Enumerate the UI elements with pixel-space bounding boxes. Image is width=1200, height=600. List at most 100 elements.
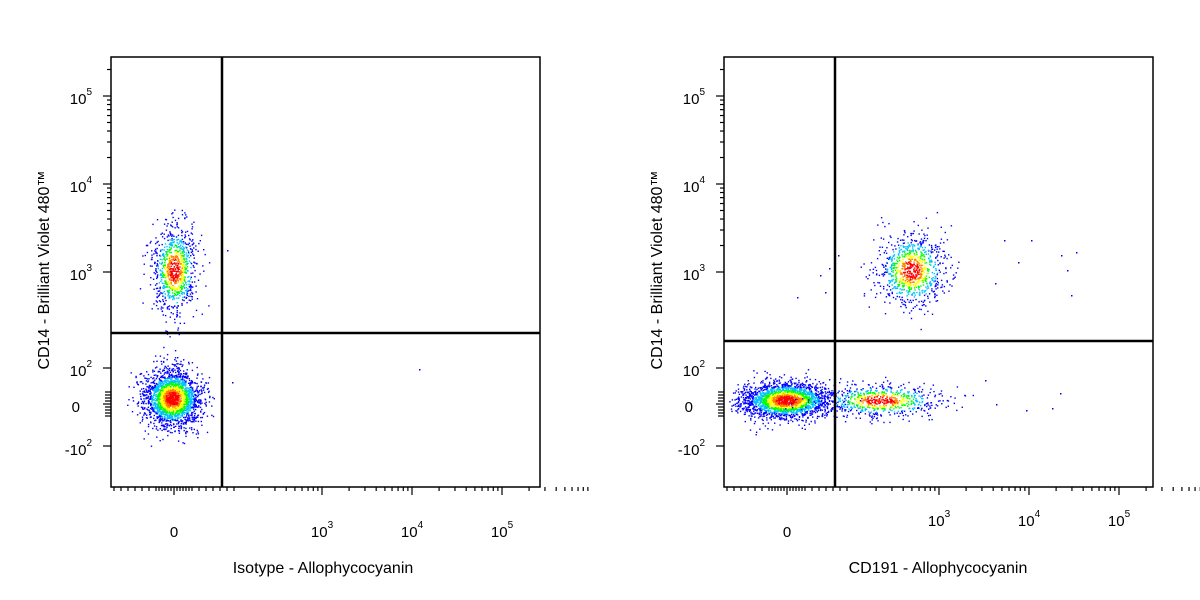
event-dot xyxy=(168,402,170,405)
event-dot xyxy=(209,395,211,398)
event-dot xyxy=(748,402,750,404)
event-dot xyxy=(179,312,181,314)
event-dot xyxy=(168,386,170,388)
event-dot xyxy=(954,276,956,278)
event-dot xyxy=(925,280,927,283)
event-dot xyxy=(175,287,177,290)
event-dot xyxy=(818,415,820,418)
event-dot xyxy=(765,377,768,380)
event-dot xyxy=(893,264,895,266)
event-dot xyxy=(901,261,904,263)
event-dot xyxy=(836,416,838,418)
event-dot xyxy=(893,263,896,265)
event-dot xyxy=(176,276,178,279)
event-dot xyxy=(922,267,925,269)
event-dot xyxy=(183,382,185,384)
event-dot xyxy=(174,415,177,418)
event-dot xyxy=(157,260,159,262)
event-dot xyxy=(847,410,850,413)
event-dot xyxy=(158,378,160,380)
event-dot xyxy=(794,393,796,395)
event-dot xyxy=(167,384,170,386)
event-dot xyxy=(167,380,169,382)
event-dot xyxy=(163,398,166,401)
event-dot xyxy=(907,261,910,264)
event-dot xyxy=(899,249,901,251)
event-dot xyxy=(149,397,152,400)
event-dot xyxy=(153,414,155,417)
event-dot xyxy=(184,416,186,419)
event-dot xyxy=(177,267,180,270)
event-dot xyxy=(187,270,189,272)
event-dot xyxy=(149,284,152,286)
event-dot xyxy=(184,271,186,274)
event-dot xyxy=(904,232,906,234)
event-dot xyxy=(184,388,186,390)
event-dot xyxy=(161,279,163,281)
event-dot xyxy=(154,394,156,397)
event-dot xyxy=(911,264,913,266)
event-dot xyxy=(804,403,806,405)
event-dot xyxy=(173,270,175,272)
event-dot xyxy=(184,242,186,244)
event-dot xyxy=(146,408,148,410)
event-dot xyxy=(180,281,182,284)
event-dot xyxy=(185,264,187,266)
event-dot xyxy=(918,286,920,288)
event-dot xyxy=(167,272,169,274)
event-dot xyxy=(906,276,908,278)
event-dot xyxy=(755,434,757,436)
event-dot xyxy=(156,400,158,402)
event-dot xyxy=(168,380,170,383)
event-dot xyxy=(928,244,931,246)
event-dot xyxy=(178,409,180,412)
event-dot xyxy=(163,382,165,385)
event-dot xyxy=(173,426,175,428)
event-dot xyxy=(186,398,188,400)
event-dot xyxy=(180,383,183,385)
event-dot xyxy=(181,412,183,414)
event-dot xyxy=(909,281,911,283)
event-dot xyxy=(939,242,942,244)
event-dot xyxy=(174,227,176,229)
event-dot xyxy=(144,254,146,257)
event-dot xyxy=(165,321,167,323)
event-dot xyxy=(929,281,931,283)
event-dot xyxy=(184,217,186,219)
event-dot xyxy=(162,391,164,393)
event-dot xyxy=(891,292,893,295)
event-dot xyxy=(895,278,898,280)
event-dot xyxy=(931,313,934,315)
event-dot xyxy=(159,416,162,418)
right-plot: 0 103 104 105 105 104 103 102 0 -102 CD1… xyxy=(649,56,1200,577)
event-dot xyxy=(170,280,172,282)
left-plot: 0 103 104 105 105 104 103 102 0 -102 Iso… xyxy=(36,56,589,577)
left-y-tick-neg1e2: -102 xyxy=(65,438,93,459)
event-dot xyxy=(182,375,184,377)
event-dot xyxy=(900,280,902,282)
event-dot xyxy=(188,390,191,393)
event-dot xyxy=(900,305,902,308)
event-dot xyxy=(907,236,909,238)
event-dot xyxy=(897,269,899,271)
event-dot xyxy=(128,386,130,388)
event-dot xyxy=(161,249,164,251)
event-dot xyxy=(164,293,166,295)
event-dot xyxy=(181,386,183,388)
event-dot xyxy=(177,419,179,422)
event-dot xyxy=(810,390,812,392)
event-dot xyxy=(762,380,764,382)
event-dot xyxy=(174,357,177,359)
event-dot xyxy=(812,398,814,401)
event-dot xyxy=(792,420,794,423)
event-dot xyxy=(923,291,926,293)
event-dot xyxy=(200,381,203,383)
event-dot xyxy=(155,269,157,271)
event-dot xyxy=(909,291,911,293)
event-dot xyxy=(181,420,184,422)
event-dot xyxy=(179,316,181,318)
event-dot xyxy=(184,382,186,385)
event-dot xyxy=(163,369,165,371)
event-dot xyxy=(731,405,733,407)
event-dot xyxy=(191,388,193,390)
